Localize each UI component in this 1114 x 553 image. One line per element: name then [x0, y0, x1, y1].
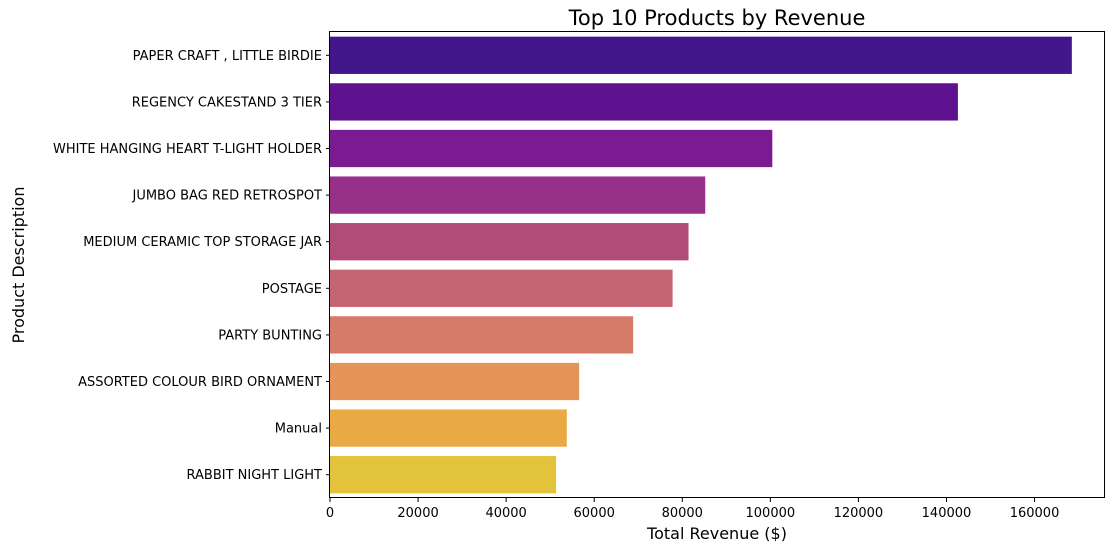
y-tick-label: REGENCY CAKESTAND 3 TIER — [132, 95, 322, 110]
plot-frame — [329, 31, 1105, 498]
x-tick-label: 160000 — [1010, 506, 1060, 521]
bars-layer — [330, 36, 1072, 494]
bar — [330, 409, 567, 447]
y-tick-label: PAPER CRAFT , LITTLE BIRDIE — [133, 49, 322, 64]
x-axis-label: Total Revenue ($) — [646, 524, 787, 543]
x-tick-label: 120000 — [834, 506, 884, 521]
bar — [330, 129, 773, 168]
y-tick-label: Manual — [275, 422, 322, 437]
y-tick-label: PARTY BUNTING — [218, 328, 322, 343]
y-tick-label: WHITE HANGING HEART T-LIGHT HOLDER — [53, 142, 322, 157]
y-tick-label: ASSORTED COLOUR BIRD ORNAMENT — [78, 375, 322, 390]
bar — [330, 456, 557, 494]
bar — [330, 362, 580, 401]
x-tick-label: 0 — [326, 506, 334, 521]
bar — [330, 316, 634, 354]
y-tick-label: RABBIT NIGHT LIGHT — [187, 468, 323, 483]
y-axis-ticks: PAPER CRAFT , LITTLE BIRDIE REGENCY CAKES… — [53, 49, 330, 483]
bar — [330, 223, 689, 261]
x-tick-label: 20000 — [397, 506, 438, 521]
chart-title: Top 10 Products by Revenue — [568, 6, 866, 30]
y-tick-label: JUMBO BAG RED RETROSPOT — [131, 189, 322, 204]
x-axis-ticks: 0 20000 40000 60000 80000 100000 120000 140000 1… — [326, 498, 1060, 521]
y-tick-label: POSTAGE — [262, 282, 322, 297]
y-axis-label: Product Description — [9, 187, 28, 344]
bar — [330, 176, 706, 214]
bar — [330, 269, 673, 307]
bar — [330, 36, 1072, 74]
x-tick-label: 40000 — [485, 506, 526, 521]
y-tick-label: MEDIUM CERAMIC TOP STORAGE JAR — [83, 235, 322, 250]
x-tick-label: 100000 — [746, 506, 796, 521]
x-tick-label: 60000 — [574, 506, 615, 521]
x-tick-label: 80000 — [662, 506, 703, 521]
x-tick-label: 140000 — [922, 506, 972, 521]
bar — [330, 83, 958, 121]
